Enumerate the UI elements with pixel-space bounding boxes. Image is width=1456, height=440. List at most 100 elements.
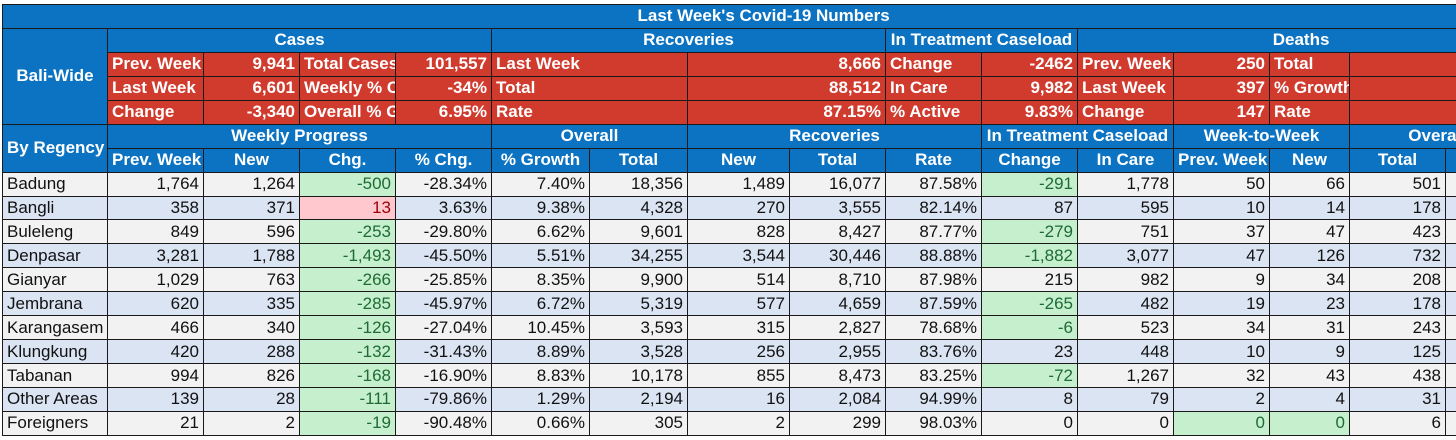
- table-cell: 37: [1173, 219, 1270, 245]
- table-cell: 87.58%: [885, 171, 982, 197]
- bali-wide-cell: Change: [107, 99, 204, 125]
- table-cell: 43: [1269, 363, 1350, 388]
- table-cell: 620: [107, 291, 204, 317]
- column-header: Total: [789, 147, 886, 173]
- table-cell: 23: [1269, 291, 1350, 317]
- table-cell: 208: [1349, 267, 1446, 293]
- table-cell: 315: [687, 315, 790, 341]
- table-cell: -168: [299, 363, 396, 388]
- table-cell: -266: [299, 267, 396, 293]
- column-header: Change: [981, 147, 1078, 173]
- table-cell: 423: [1349, 219, 1446, 245]
- table-cell: 1,764: [107, 171, 204, 197]
- table-cell: 28: [203, 387, 300, 412]
- table-cell: 0: [1077, 410, 1174, 437]
- table-cell: 8,427: [789, 219, 886, 245]
- table-cell: 10: [1173, 195, 1270, 221]
- table-cell: -45.50%: [395, 243, 492, 269]
- table-cell: 31: [1269, 315, 1350, 341]
- regency-group-header: Weekly Progress: [107, 123, 492, 149]
- table-cell: 34: [1269, 267, 1350, 293]
- table-cell: 763: [203, 267, 300, 293]
- table-cell: -1,882: [981, 243, 1078, 269]
- bali-wide-cell: 6,601: [203, 75, 300, 101]
- table-cell: 83.76%: [885, 339, 982, 365]
- bali-wide-cell: Prev. Week: [1077, 51, 1174, 77]
- column-header: In Care: [1077, 147, 1174, 173]
- table-cell: 78.68%: [885, 315, 982, 341]
- bali-wide-cell: 6.95%: [395, 99, 492, 125]
- table-cell: 3,555: [789, 195, 886, 221]
- table-cell: 14: [1269, 195, 1350, 221]
- bali-wide-cell: Weekly % Change: [299, 75, 396, 101]
- table-cell: 2: [687, 410, 790, 437]
- table-cell: 18,356: [589, 171, 688, 197]
- table-cell: 256: [687, 339, 790, 365]
- table-cell: 305: [589, 410, 688, 437]
- table-cell: -45.97%: [395, 291, 492, 317]
- table-cell: -29.80%: [395, 219, 492, 245]
- table-cell: 4.41%: [1444, 219, 1456, 245]
- regency-group-header: In Treatment Caseload: [981, 123, 1174, 149]
- table-cell: 8.89%: [491, 339, 590, 365]
- bali-wide-cell: Last Week: [107, 75, 204, 101]
- table-cell: 215: [981, 267, 1078, 293]
- table-cell: 1.41%: [1444, 387, 1456, 412]
- table-cell: 87: [981, 195, 1078, 221]
- table-cell: 9,900: [589, 267, 688, 293]
- column-header: % Chg.: [395, 147, 492, 173]
- table-cell: 982: [1077, 267, 1174, 293]
- bali-wide-cell: 9,982: [981, 75, 1078, 101]
- table-cell: 2,194: [589, 387, 688, 412]
- bali-wide-cell: % Active: [885, 99, 982, 125]
- regency-group-header: Overall: [1348, 123, 1456, 149]
- table-cell: 577: [687, 291, 790, 317]
- bali-wide-cell: 3063: [1348, 51, 1456, 77]
- bali-wide-label: Bali-Wide: [2, 27, 108, 125]
- table-cell: 9: [1173, 267, 1270, 293]
- table-cell: 50: [1173, 171, 1270, 197]
- table-cell: 8.35%: [491, 267, 590, 293]
- table-cell: 340: [203, 315, 300, 341]
- table-cell: 10,178: [589, 363, 688, 388]
- table-cell: 178: [1349, 291, 1446, 317]
- table-cell: 47: [1269, 219, 1350, 245]
- table-cell: 595: [1077, 195, 1174, 221]
- table-cell: 1,029: [107, 267, 204, 293]
- regency-name: Other Areas: [2, 387, 108, 412]
- bali-wide-cell: 15%: [1348, 75, 1456, 101]
- table-cell: -28.34%: [395, 171, 492, 197]
- column-header: Prev. Week: [107, 147, 204, 173]
- table-cell: 3.63%: [395, 195, 492, 221]
- column-header: Total: [1349, 147, 1446, 173]
- table-cell: 1,264: [203, 171, 300, 197]
- bali-wide-cell: 101,557: [395, 51, 492, 77]
- regency-name: Foreigners: [2, 410, 108, 437]
- bali-wide-cell: 397: [1173, 75, 1270, 101]
- table-cell: 7.40%: [491, 171, 590, 197]
- bali-wide-cell: In Care: [885, 75, 982, 101]
- bali-wide-cell: 9.83%: [981, 99, 1078, 125]
- table-cell: 9,601: [589, 219, 688, 245]
- regency-name: Tabanan: [2, 363, 108, 388]
- regency-name: Denpasar: [2, 243, 108, 269]
- column-header: Chg.: [299, 147, 396, 173]
- bali-wide-cell: -34%: [395, 75, 492, 101]
- regency-name: Jembrana: [2, 291, 108, 317]
- table-cell: 4.11%: [1444, 195, 1456, 221]
- table-cell: 10.45%: [491, 315, 590, 341]
- table-cell: 87.77%: [885, 219, 982, 245]
- table-title: Last Week's Covid-19 Numbers: [1, 4, 1456, 29]
- table-cell: 2.73%: [1444, 171, 1456, 197]
- table-cell: 288: [203, 339, 300, 365]
- table-cell: 732: [1349, 243, 1446, 269]
- table-cell: 243: [1349, 315, 1446, 341]
- table-cell: 6: [1349, 410, 1446, 437]
- table-cell: -291: [981, 171, 1078, 197]
- table-cell: 3.35%: [1444, 291, 1456, 317]
- table-cell: 16: [687, 387, 790, 412]
- table-cell: 1.97%: [1444, 410, 1456, 437]
- bali-wide-cell: 9,941: [203, 51, 300, 77]
- table-cell: -279: [981, 219, 1078, 245]
- bali-wide-cell: Change: [1077, 99, 1174, 125]
